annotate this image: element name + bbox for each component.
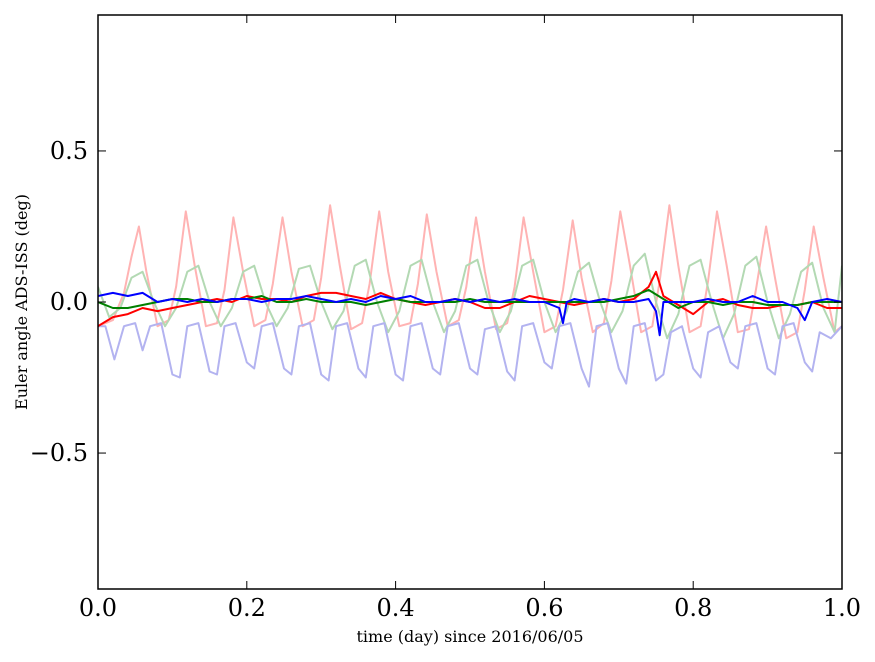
x-tick-label-4: 0.8 [674, 594, 712, 622]
x-tick-label-0: 0.0 [79, 594, 117, 622]
series-line-0 [98, 204, 842, 340]
series-layer [98, 204, 842, 388]
series-line-2 [98, 322, 842, 388]
series-line-5 [98, 291, 842, 337]
y-axis-label: Euler angle ADS-ISS (deg) [12, 194, 31, 410]
x-tick-label-3: 0.6 [525, 594, 563, 622]
y-tick-label-1: 0.0 [50, 288, 88, 316]
x-axis-label: time (day) since 2016/06/05 [356, 627, 583, 646]
x-tick-label-2: 0.4 [377, 594, 415, 622]
y-tick-label-2: 0.5 [50, 137, 88, 165]
x-tick-label-1: 0.2 [228, 594, 266, 622]
y-axis: −0.5 0.0 0.5 [30, 137, 842, 467]
x-axis: 0.0 0.2 0.4 0.6 0.8 1.0 [79, 15, 861, 622]
y-tick-label-0: −0.5 [30, 439, 88, 467]
x-tick-label-5: 1.0 [823, 594, 861, 622]
